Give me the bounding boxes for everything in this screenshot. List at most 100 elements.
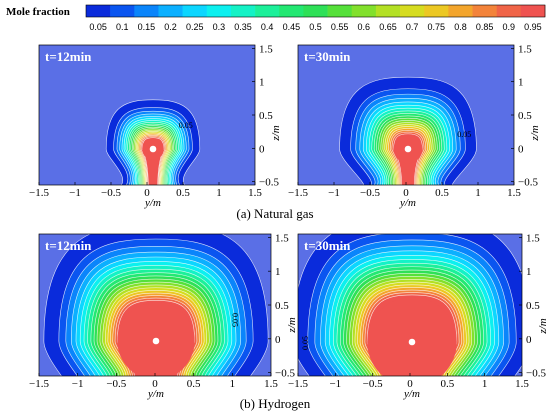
colorbar-tick-label: 0.1 [116, 22, 129, 32]
colorbar-swatch [279, 5, 304, 17]
colorbar-swatch [496, 5, 522, 17]
colorbar-swatch [448, 5, 473, 17]
colorbar-tick-label: 0.3 [213, 22, 226, 32]
x-tick-label: −1 [69, 187, 81, 199]
colorbar-tick-label: 0.5 [309, 22, 322, 32]
x-tick-label: −1 [328, 187, 340, 199]
x-tick-label: 1.5 [507, 187, 521, 199]
x-tick-label: 1 [216, 187, 222, 199]
x-tick-label: −0.5 [360, 187, 380, 199]
plot-area [298, 234, 522, 376]
colorbar-tick-label: 0.55 [331, 22, 349, 32]
x-tick-label: 1.5 [515, 378, 529, 390]
colorbar-swatch [327, 5, 353, 17]
y-tick-label: −0.5 [518, 177, 538, 189]
x-axis-label: y/m [144, 197, 161, 209]
colorbar-tick-label: 0.45 [283, 22, 301, 32]
y-tick-label: 1.5 [518, 43, 532, 55]
x-axis-label: y/m [403, 388, 420, 400]
panel-title: t=30min [304, 238, 351, 253]
x-tick-label: −0.5 [363, 378, 383, 390]
x-tick-label: 0.5 [187, 378, 201, 390]
x-tick-label: −1.5 [29, 378, 49, 390]
colorbar-swatch [520, 5, 546, 17]
panel-hydrogen-t12: t=12min 0.05 −1.5 −1 −0.5 0 0.5 1 1.5 y/m 1.5 1 0.5 0… [29, 232, 298, 400]
panel-title: t=30min [304, 49, 351, 64]
colorbar-tick-label: 0.9 [503, 22, 516, 32]
release-core [367, 297, 457, 376]
colorbar-swatch [472, 5, 497, 17]
y-tick-label: 0.5 [259, 110, 273, 122]
y-tick-label: 0.5 [526, 300, 540, 312]
colorbar-swatch [110, 5, 135, 17]
x-tick-label: 0 [403, 187, 409, 199]
y-tick-label: 0.5 [518, 110, 532, 122]
colorbar-swatch [255, 5, 280, 17]
colorbar-tick-label: 0.6 [358, 22, 371, 32]
x-tick-label: 0 [152, 378, 158, 390]
y-axis-label: z/m [286, 317, 298, 333]
panel-hydrogen-t30: t=30min 0.05 −1.5 −1 −0.5 0 0.5 1 1.5 y/m 1.5 1 0.5 0… [288, 232, 549, 400]
colorbar-swatch [206, 5, 232, 17]
x-tick-label: −1 [72, 378, 84, 390]
x-tick-label: −0.5 [106, 378, 126, 390]
source-point [152, 337, 160, 345]
x-tick-label: −1.5 [29, 187, 49, 199]
colorbar-swatch [230, 5, 256, 17]
colorbar-tick-label: 0.35 [234, 22, 252, 32]
colorbar-swatch [424, 5, 449, 17]
y-tick-label: 1.5 [275, 232, 289, 244]
y-tick-label: 1 [526, 266, 532, 278]
y-tick-label: 1 [275, 266, 281, 278]
contour-label: 0.05 [230, 313, 239, 327]
colorbar-tick-label: 0.2 [164, 22, 177, 32]
y-tick-label: −0.5 [259, 177, 279, 189]
x-tick-label: −0.5 [101, 187, 121, 199]
plot-area [298, 45, 514, 185]
colorbar-swatch [158, 5, 183, 17]
caption-natural-gas: (a) Natural gas [236, 206, 313, 221]
x-axis-label: y/m [399, 197, 416, 209]
contour-label: 0.05 [457, 130, 471, 139]
colorbar-swatch [86, 5, 111, 17]
caption-hydrogen: (b) Hydrogen [240, 396, 311, 411]
colorbar-tick-label: 0.15 [138, 22, 156, 32]
y-tick-label: 0 [259, 143, 265, 155]
plot-area [39, 234, 271, 376]
contour-label: 0.05 [301, 336, 310, 350]
x-axis-label: y/m [147, 388, 164, 400]
y-tick-label: 1.5 [259, 43, 273, 55]
y-tick-label: −0.5 [275, 368, 295, 380]
y-axis-label: z/m [537, 318, 549, 334]
y-tick-label: −0.5 [526, 368, 546, 380]
colorbar-swatch [400, 5, 425, 17]
colorbar-swatch [134, 5, 159, 17]
y-tick-label: 0 [518, 143, 524, 155]
colorbar-tick-label: 0.05 [89, 22, 107, 32]
panel-natural-gas-t30: t=30min 0.05 −1.5 −1 −0.5 0 0.5 1 1.5 y/m 1.5 1 0.5 0… [288, 43, 541, 209]
panel-title: t=12min [45, 238, 92, 253]
x-tick-label: 0 [407, 378, 413, 390]
colorbar-title: Mole fraction [6, 6, 70, 18]
x-tick-label: 0 [144, 187, 150, 199]
y-tick-label: 1.5 [526, 232, 540, 244]
y-tick-label: 1 [518, 77, 524, 89]
panel-natural-gas-t12: t=12min 0.05 −1.5 −1 −0.5 0 0.5 1 1.5 y/m 1.5 1 0.5 0… [29, 43, 282, 209]
colorbar-tick-label: 0.65 [379, 22, 397, 32]
colorbar-frame [85, 4, 546, 18]
y-tick-label: 0.5 [275, 300, 289, 312]
x-tick-label: 0.5 [435, 187, 449, 199]
colorbar: 0.05 0.1 0.15 0.2 0.25 0.3 0.35 0.4 0.45 0.5 0.55 0… [85, 4, 546, 32]
source-point [149, 145, 157, 153]
colorbar-tick-label: 0.4 [261, 22, 274, 32]
y-tick-label: 0 [275, 334, 281, 346]
colorbar-tick-label: 0.25 [186, 22, 204, 32]
x-tick-label: −1.5 [288, 378, 308, 390]
colorbar-tick-label: 0.95 [524, 22, 542, 32]
colorbar-tick-label: 0.8 [454, 22, 467, 32]
x-tick-label: 1.5 [264, 378, 278, 390]
colorbar-tick-label: 0.7 [406, 22, 419, 32]
x-tick-label: −1 [329, 378, 341, 390]
y-axis-label: z/m [270, 125, 282, 141]
colorbar-swatch [182, 5, 208, 17]
